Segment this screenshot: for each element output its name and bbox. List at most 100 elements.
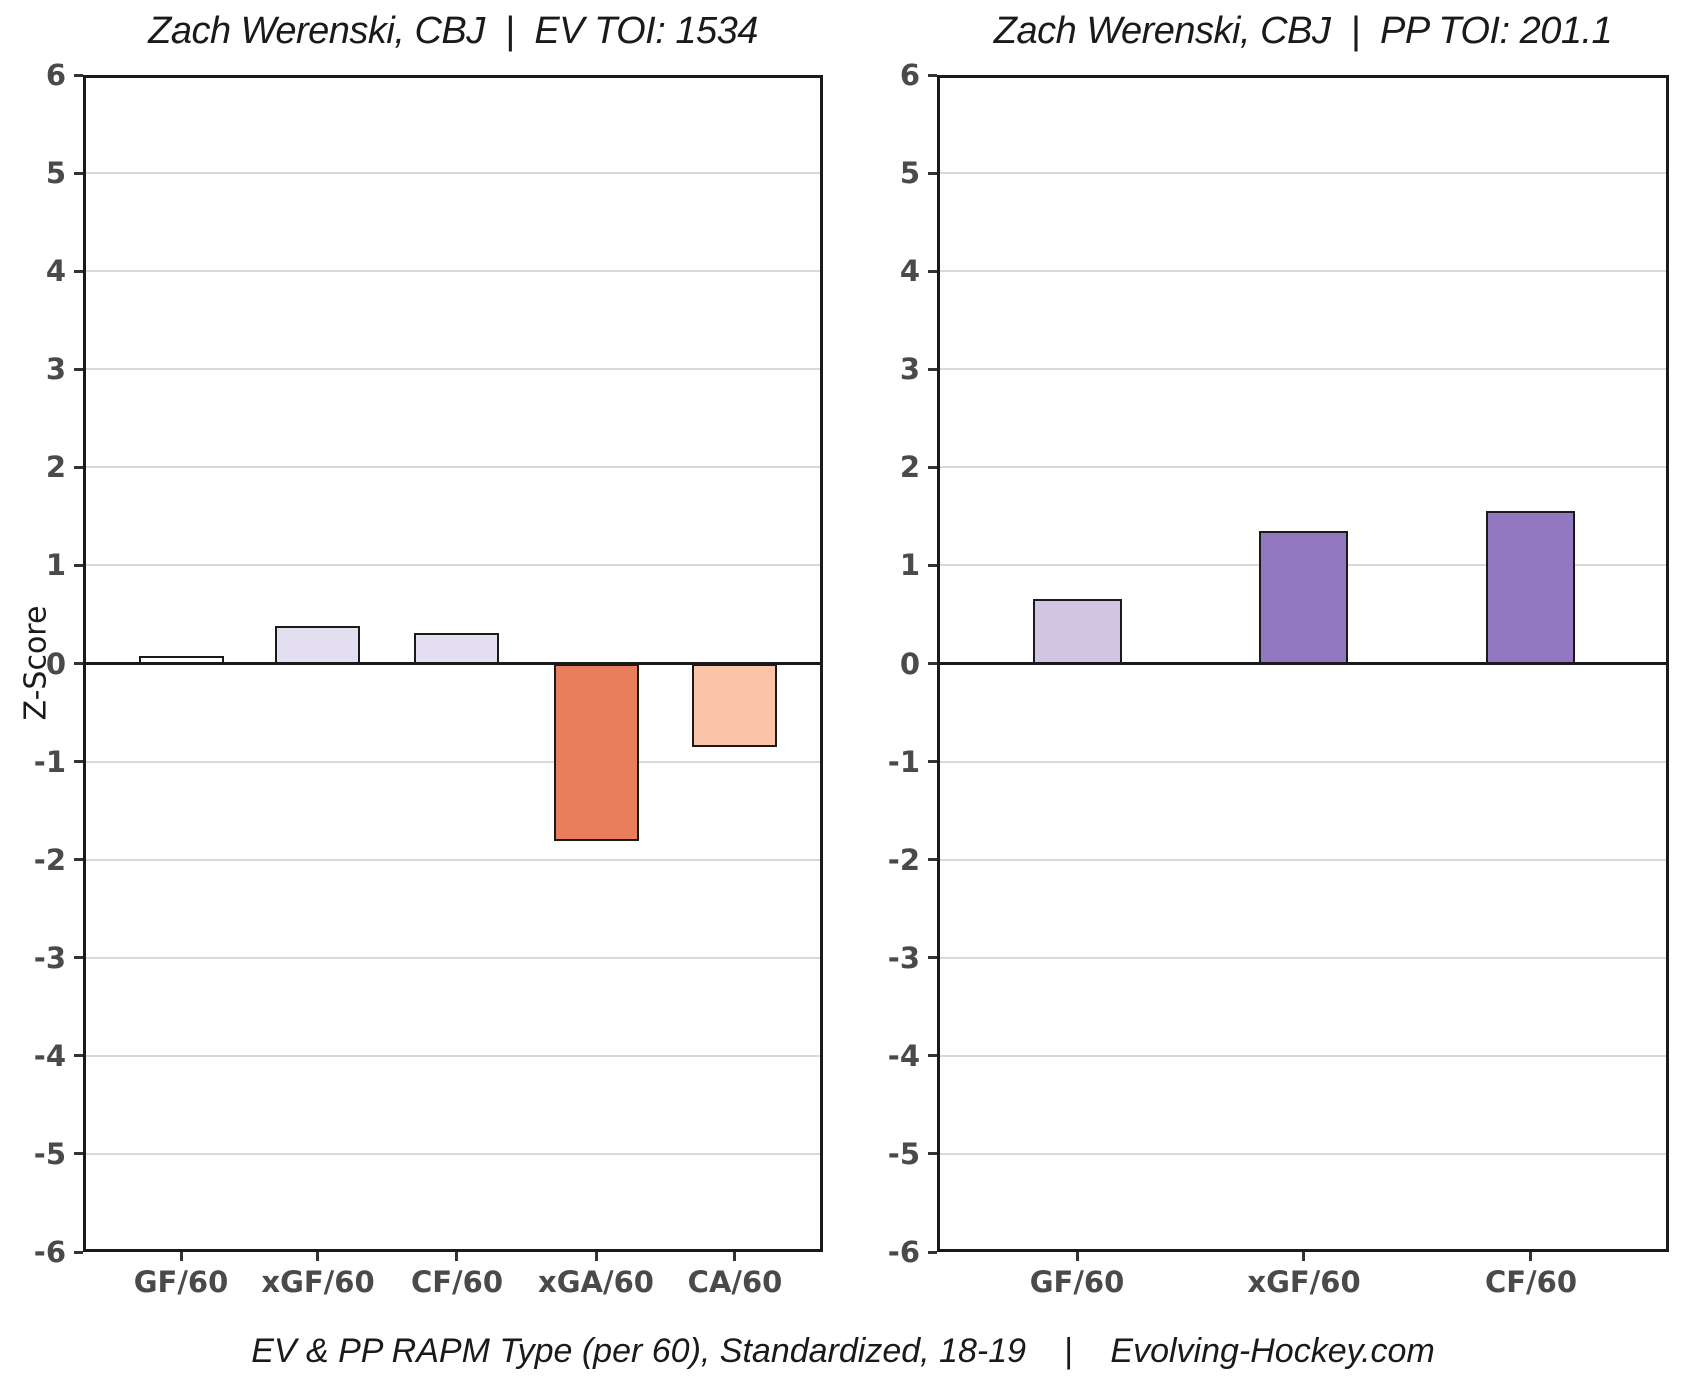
gridline: [86, 466, 820, 468]
y-tick: [74, 956, 83, 959]
y-tick-label: 2: [899, 450, 920, 484]
x-tick: [180, 1252, 183, 1261]
y-tick-label: -3: [887, 941, 920, 975]
x-tick-label: CF/60: [1484, 1265, 1578, 1299]
y-tick: [928, 270, 937, 273]
y-axis-label: Z-Score: [18, 605, 54, 721]
y-tick: [928, 1152, 937, 1155]
gridline: [86, 761, 820, 763]
gridline: [86, 564, 820, 566]
x-tick-label: xGF/60: [261, 1265, 375, 1299]
x-tick: [1529, 1252, 1532, 1261]
y-tick-label: 0: [899, 647, 920, 681]
x-tick: [455, 1252, 458, 1261]
y-tick-label: -6: [887, 1235, 920, 1269]
figure-caption: EV & PP RAPM Type (per 60), Standardized…: [251, 1332, 1435, 1370]
gridline: [940, 1055, 1666, 1057]
x-tick-label: CF/60: [410, 1265, 504, 1299]
y-tick: [74, 858, 83, 861]
y-tick-label: 6: [899, 58, 920, 92]
y-tick: [74, 1251, 83, 1254]
gridline: [940, 172, 1666, 174]
y-tick: [74, 74, 83, 77]
y-tick: [928, 74, 937, 77]
gridline: [940, 1153, 1666, 1155]
y-tick-label: 5: [899, 156, 920, 190]
x-tick: [733, 1252, 736, 1261]
y-tick: [74, 1054, 83, 1057]
gridline: [86, 1153, 820, 1155]
y-tick: [74, 466, 83, 469]
gridline: [86, 368, 820, 370]
y-tick: [928, 760, 937, 763]
gridline: [940, 466, 1666, 468]
bar-gf60: [139, 656, 224, 664]
y-tick-label: -6: [33, 1235, 66, 1269]
y-tick: [74, 1152, 83, 1155]
plot-area-pp: [937, 75, 1669, 1252]
gridline: [940, 368, 1666, 370]
bar-ca60: [692, 664, 777, 747]
y-tick: [928, 858, 937, 861]
bar-xga60: [554, 664, 639, 841]
y-tick-label: -2: [887, 843, 920, 877]
y-tick: [74, 368, 83, 371]
x-tick: [1302, 1252, 1305, 1261]
y-tick-label: -5: [887, 1137, 920, 1171]
gridline: [86, 172, 820, 174]
x-tick-label: GF/60: [1029, 1265, 1125, 1299]
gridline: [940, 270, 1666, 272]
y-tick-label: 3: [45, 352, 66, 386]
y-tick-label: -4: [887, 1039, 920, 1073]
gridline: [86, 270, 820, 272]
y-tick-label: 4: [899, 254, 920, 288]
y-tick: [928, 172, 937, 175]
chart-title-ev: Zach Werenski, CBJ | EV TOI: 1534: [148, 10, 758, 52]
y-tick-label: -5: [33, 1137, 66, 1171]
y-tick-label: 0: [45, 647, 66, 681]
bar-gf60: [1033, 599, 1122, 664]
y-tick: [928, 466, 937, 469]
y-tick: [74, 564, 83, 567]
y-tick: [928, 368, 937, 371]
y-tick-label: 5: [45, 156, 66, 190]
y-tick-label: 4: [45, 254, 66, 288]
y-tick: [928, 956, 937, 959]
gridline: [86, 1055, 820, 1057]
x-tick: [316, 1252, 319, 1261]
y-tick: [928, 1054, 937, 1057]
chart-title-pp: Zach Werenski, CBJ | PP TOI: 201.1: [993, 10, 1613, 52]
y-tick: [74, 662, 83, 665]
gridline: [940, 859, 1666, 861]
y-tick: [928, 1251, 937, 1254]
x-tick: [595, 1252, 598, 1261]
y-tick: [74, 270, 83, 273]
y-tick: [928, 564, 937, 567]
x-tick-label: CA/60: [687, 1265, 783, 1299]
y-tick: [74, 172, 83, 175]
plot-area-ev: [83, 75, 823, 1252]
gridline: [86, 957, 820, 959]
y-tick-label: -1: [887, 745, 920, 779]
y-tick-label: 1: [899, 548, 920, 582]
y-tick: [928, 662, 937, 665]
y-tick-label: 3: [899, 352, 920, 386]
x-tick-label: xGA/60: [538, 1265, 654, 1299]
y-tick-label: 1: [45, 548, 66, 582]
y-tick-label: -4: [33, 1039, 66, 1073]
bar-cf60: [414, 633, 499, 664]
gridline: [86, 859, 820, 861]
bar-cf60: [1486, 511, 1575, 664]
y-tick-label: -1: [33, 745, 66, 779]
bar-xgf60: [1259, 531, 1348, 664]
bar-xgf60: [275, 626, 360, 664]
gridline: [940, 761, 1666, 763]
y-tick-label: -2: [33, 843, 66, 877]
y-tick-label: 2: [45, 450, 66, 484]
gridline: [940, 957, 1666, 959]
y-tick-label: 6: [45, 58, 66, 92]
x-tick-label: xGF/60: [1247, 1265, 1361, 1299]
x-tick-label: GF/60: [133, 1265, 229, 1299]
y-tick-label: -3: [33, 941, 66, 975]
